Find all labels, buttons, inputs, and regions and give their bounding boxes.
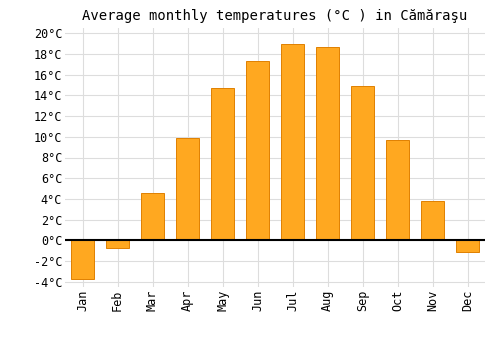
- Bar: [316, 47, 339, 240]
- Bar: [456, 240, 479, 252]
- Bar: [281, 43, 304, 240]
- Bar: [351, 86, 374, 240]
- Bar: [246, 61, 269, 240]
- Title: Average monthly temperatures (°C ) in Cămăraşu: Average monthly temperatures (°C ) in Că…: [82, 9, 468, 23]
- Bar: [421, 201, 444, 240]
- Bar: [141, 193, 164, 240]
- Bar: [386, 140, 409, 240]
- Bar: [211, 88, 234, 240]
- Bar: [106, 240, 129, 248]
- Bar: [176, 138, 199, 240]
- Bar: [71, 240, 94, 279]
